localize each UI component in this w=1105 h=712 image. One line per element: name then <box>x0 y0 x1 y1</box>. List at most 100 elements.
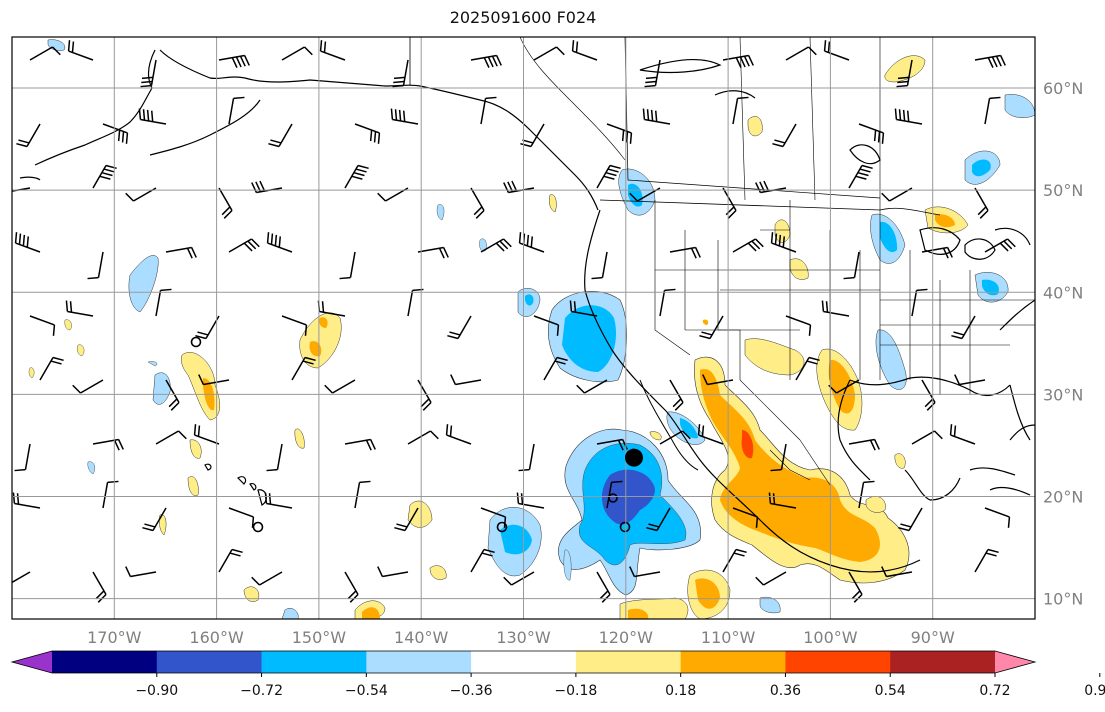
longitude-tick-labels: 170°W 160°W 150°W 140°W 130°W 120°W 110°W 100°W… <box>87 628 955 647</box>
wind-barb <box>732 238 764 253</box>
wind-barb <box>450 374 482 386</box>
wind-barb <box>470 187 485 219</box>
wind-barb <box>228 96 245 125</box>
latitude-tick-label: 10°N <box>1043 590 1083 609</box>
wind-barb <box>755 571 787 586</box>
wind-barb <box>881 566 913 578</box>
wind-barb <box>795 356 820 381</box>
wind-barb <box>281 46 313 61</box>
wind-barb <box>722 54 754 68</box>
longitude-tick-label: 170°W <box>87 628 142 647</box>
longitude-tick-label: 130°W <box>496 628 551 647</box>
wind-barb <box>165 246 197 259</box>
wind-barb <box>193 424 220 445</box>
colorbar-tick-label: −0.72 <box>240 683 283 699</box>
wind-barb <box>785 315 812 336</box>
colorbar-tick-label: 0.90 <box>1084 683 1105 699</box>
wind-barb <box>858 123 885 144</box>
latitude-tick-label: 40°N <box>1043 283 1083 302</box>
colorbar-segment <box>52 651 158 673</box>
colorbar-extend-high <box>995 651 1035 673</box>
wind-barb <box>518 443 535 472</box>
wind-barb <box>92 164 117 189</box>
anomaly-fill-layer <box>28 39 1035 619</box>
wind-barb <box>291 356 316 381</box>
wind-barb <box>596 438 628 451</box>
wind-barb <box>266 443 283 472</box>
wind-barb <box>218 54 250 68</box>
wind-barb <box>576 379 608 394</box>
wind-barb <box>571 40 598 61</box>
wind-barb <box>87 251 104 280</box>
wind-barb <box>898 507 923 532</box>
latitude-tick-label: 60°N <box>1043 79 1083 98</box>
colorbar-tick-label: −0.90 <box>135 683 178 699</box>
longitude-tick-label: 160°W <box>189 628 244 647</box>
longitude-tick-label: 90°W <box>911 628 955 647</box>
wind-barb <box>102 123 129 144</box>
wind-barb <box>344 438 376 451</box>
wind-barb <box>251 571 283 586</box>
map-title: 2025091600 F024 <box>449 8 597 27</box>
colorbar-tick-label: 0.36 <box>770 683 801 699</box>
wind-barb <box>533 46 565 61</box>
longitude-tick-label: 150°W <box>292 628 347 647</box>
wind-barb <box>480 507 507 528</box>
wind-barb <box>606 123 633 144</box>
wind-barb <box>417 379 432 411</box>
wind-barb <box>732 507 759 528</box>
colorbar-outline <box>10 650 1037 674</box>
wind-barb <box>339 251 356 280</box>
wind-barb <box>218 548 243 573</box>
latitude-tick-labels: 60°N 50°N 40°N 30°N 20°N 10°N <box>1043 79 1083 609</box>
wind-barb <box>974 548 999 573</box>
wind-barb <box>281 315 308 336</box>
wind-barb <box>228 507 255 528</box>
colorbar-segment <box>680 651 786 673</box>
wind-barb <box>268 123 293 148</box>
longitude-tick-label: 100°W <box>803 628 858 647</box>
latitude-tick-label: 50°N <box>1043 181 1083 200</box>
colorbar-segment <box>785 651 891 673</box>
wind-barb <box>770 232 797 253</box>
wind-barb <box>954 374 986 386</box>
wind-barb <box>821 300 850 317</box>
wind-barb <box>470 548 495 573</box>
wind-barb <box>16 123 41 148</box>
wind-barb <box>858 480 875 509</box>
wind-barb <box>155 430 187 445</box>
wind-barb <box>921 246 953 259</box>
wind-barb <box>354 123 381 144</box>
wind-barb <box>823 40 850 61</box>
wind-barb <box>596 164 621 189</box>
colorbar-segment <box>261 651 367 673</box>
wind-barb <box>644 59 661 88</box>
wind-barb <box>659 430 691 445</box>
wind-barb <box>470 54 502 68</box>
wind-barb <box>67 40 94 61</box>
wind-barb <box>768 492 797 509</box>
wind-barb <box>697 424 724 445</box>
longitude-tick-label: 120°W <box>599 628 654 647</box>
wind-barb <box>533 315 560 336</box>
wind-barb <box>951 315 976 340</box>
wind-barb <box>646 507 671 532</box>
positive-anomaly-mexico-core <box>700 369 880 562</box>
longitude-tick-label: 140°W <box>394 628 449 647</box>
wind-barb <box>228 238 260 253</box>
wind-barb <box>984 238 1016 253</box>
wind-barb <box>138 108 167 125</box>
wind-barb <box>445 424 472 445</box>
wind-barb <box>848 438 880 451</box>
colorbar-tick-label: 0.54 <box>875 683 906 699</box>
wind-barb <box>770 443 787 472</box>
wind-barb <box>142 507 167 532</box>
wind-barb <box>12 571 31 584</box>
wind-barb <box>29 46 61 61</box>
wind-barb <box>218 187 233 219</box>
wind-barb <box>390 108 419 125</box>
wind-barb <box>394 507 419 532</box>
wind-barb <box>102 480 119 509</box>
wind-barb <box>984 507 1011 528</box>
negative-anomaly-max <box>601 469 655 525</box>
